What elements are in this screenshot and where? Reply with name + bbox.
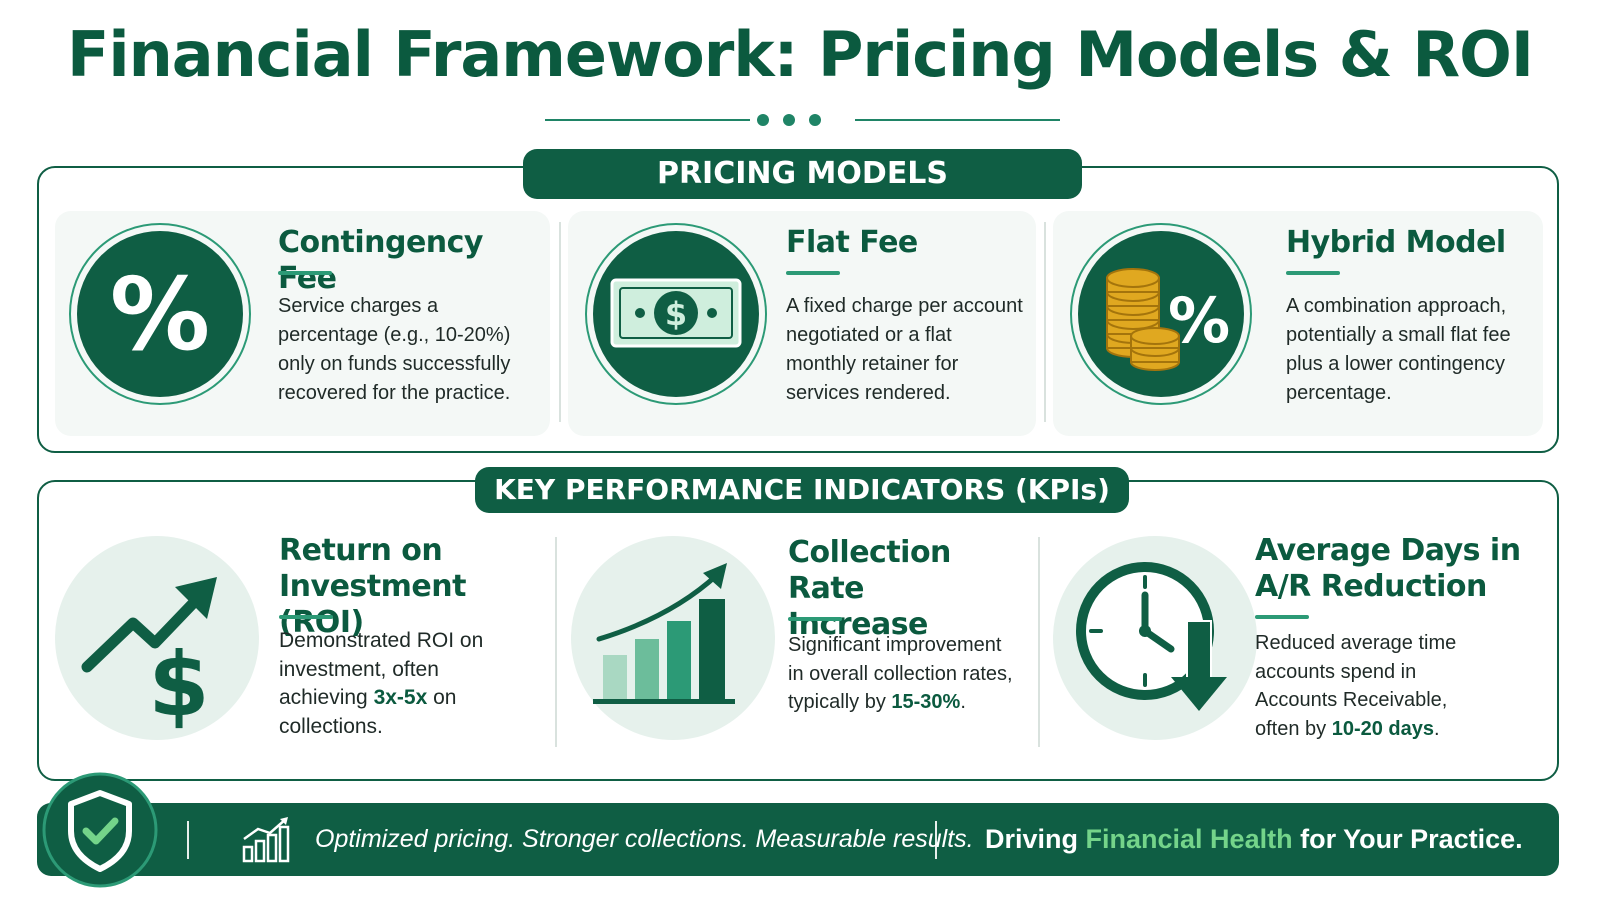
footer-divider [187, 821, 189, 859]
desc-line: typically by 15-30%. [788, 688, 1013, 717]
divider [1038, 537, 1040, 747]
pricing-name: Flat Fee [786, 225, 918, 260]
desc-line: monthly retainer for [786, 353, 959, 375]
shield-check-icon [42, 772, 158, 888]
pricing-desc: A combination approach, potentially a sm… [1286, 292, 1511, 408]
desc-line: in overall collection rates, [788, 662, 1013, 685]
desc-text: . [1434, 717, 1440, 740]
pricing-desc: A fixed charge per account negotiated or… [786, 292, 1023, 408]
desc-line: A combination approach, [1286, 295, 1507, 317]
kpi-name: Return on Investment (ROI) [279, 533, 550, 641]
kpi-card-collection-rate: Collection Rate Increase Significant imp… [563, 527, 1033, 757]
title-underline [279, 615, 333, 619]
desc-line: accounts spend in [1255, 660, 1417, 683]
kpi-name: Collection Rate Increase [788, 535, 1033, 643]
title-divider [545, 112, 1060, 128]
pricing-models-header: PRICING MODELS [523, 149, 1082, 199]
desc-line: potentially a small flat fee [1286, 324, 1511, 346]
title-underline [786, 271, 840, 275]
kpi-name: Average Days in A/R Reduction [1255, 533, 1521, 605]
desc-text: often by [1255, 717, 1332, 740]
svg-text:$: $ [148, 633, 209, 736]
desc-line: plus a lower contingency [1286, 353, 1506, 375]
pricing-desc: Service charges a percentage (e.g., 10-2… [278, 292, 510, 408]
desc-text: on [427, 686, 457, 709]
desc-line: collections. [279, 714, 383, 738]
percent-icon: % [69, 223, 251, 405]
desc-line: only on funds successfully [278, 353, 511, 375]
kpi-name-line: Collection Rate [788, 535, 951, 606]
kpi-name-line: A/R Reduction [1255, 569, 1487, 604]
desc-line: Significant improvement [788, 634, 1002, 656]
desc-line: Reduced average time [1255, 632, 1457, 654]
kpi-desc: Reduced average time accounts spend in A… [1255, 629, 1456, 743]
divider [1044, 222, 1046, 422]
desc-line: percentage. [1286, 382, 1392, 404]
desc-line: often by 10-20 days. [1255, 715, 1456, 744]
clock-down-icon [1053, 536, 1257, 740]
pricing-name: Hybrid Model [1286, 225, 1506, 260]
desc-text: typically by [788, 691, 892, 713]
svg-text:$: $ [665, 295, 687, 333]
days-highlight: 10-20 days [1331, 717, 1435, 740]
slogan-accent: Financial Health [1085, 824, 1293, 854]
title-underline [1255, 615, 1309, 619]
slogan-text: for Your Practice. [1292, 824, 1523, 854]
title-underline [278, 271, 332, 275]
desc-line: services rendered. [786, 382, 951, 404]
divider [555, 537, 557, 747]
desc-line: negotiated or a flat [786, 324, 952, 346]
svg-text:%: % [110, 256, 210, 373]
desc-line: A fixed charge per account [786, 295, 1023, 317]
footer-divider [935, 821, 937, 859]
kpi-name-line: (ROI) [279, 605, 364, 640]
kpi-header: KEY PERFORMANCE INDICATORS (KPIs) [475, 467, 1129, 513]
title-underline [1286, 271, 1340, 275]
svg-text:%: % [1168, 284, 1230, 357]
kpi-name-line: Increase [788, 607, 928, 642]
pricing-card-hybrid: % Hybrid Model A combination approach, p… [1053, 211, 1543, 436]
kpi-panel [37, 480, 1559, 781]
desc-line: Accounts Receivable, [1255, 689, 1448, 711]
slogan-text: Driving [985, 824, 1086, 854]
desc-line: investment, often [279, 657, 439, 681]
collection-highlight: 15-30% [891, 691, 961, 713]
bar-growth-icon [571, 536, 775, 740]
footer-tagline: Optimized pricing. Stronger collections.… [315, 825, 974, 853]
desc-line: achieving 3x-5x on [279, 684, 483, 713]
desc-line: Demonstrated ROI on [279, 629, 484, 652]
kpi-card-days-ar: Average Days in A/R Reduction Reduced av… [1047, 527, 1542, 757]
desc-line: Service charges a [278, 295, 439, 317]
coins-percent-icon: % [1070, 223, 1252, 405]
desc-text: achieving [279, 686, 374, 709]
pricing-card-flat-fee: $ Flat Fee A fixed charge per account ne… [568, 211, 1036, 436]
desc-text: . [960, 691, 966, 713]
pricing-name: Contingency Fee [278, 225, 483, 296]
footer-slogan: Driving Financial Health for Your Practi… [985, 803, 1523, 876]
kpi-name-line: Return on Investment [279, 533, 466, 604]
kpi-desc: Demonstrated ROI on investment, often ac… [279, 627, 483, 741]
desc-line: percentage (e.g., 10-20%) [278, 324, 511, 346]
title-underline [788, 617, 842, 621]
roi-highlight: 3x-5x [373, 686, 428, 709]
divider [559, 222, 561, 422]
page-title: Financial Framework: Pricing Models & RO… [67, 18, 1534, 91]
dollar-bill-icon: $ [585, 223, 767, 405]
kpi-card-roi: $ Return on Investment (ROI) Demonstrate… [55, 527, 550, 757]
desc-line: recovered for the practice. [278, 382, 511, 404]
growth-chart-icon [242, 817, 290, 863]
pricing-card-contingency: % Contingency Fee Service charges a perc… [55, 211, 550, 436]
kpi-name-line: Average Days in [1255, 533, 1521, 568]
trend-dollar-icon: $ [55, 536, 259, 740]
kpi-desc: Significant improvement in overall colle… [788, 631, 1013, 717]
footer-banner: Optimized pricing. Stronger collections.… [37, 772, 1559, 888]
